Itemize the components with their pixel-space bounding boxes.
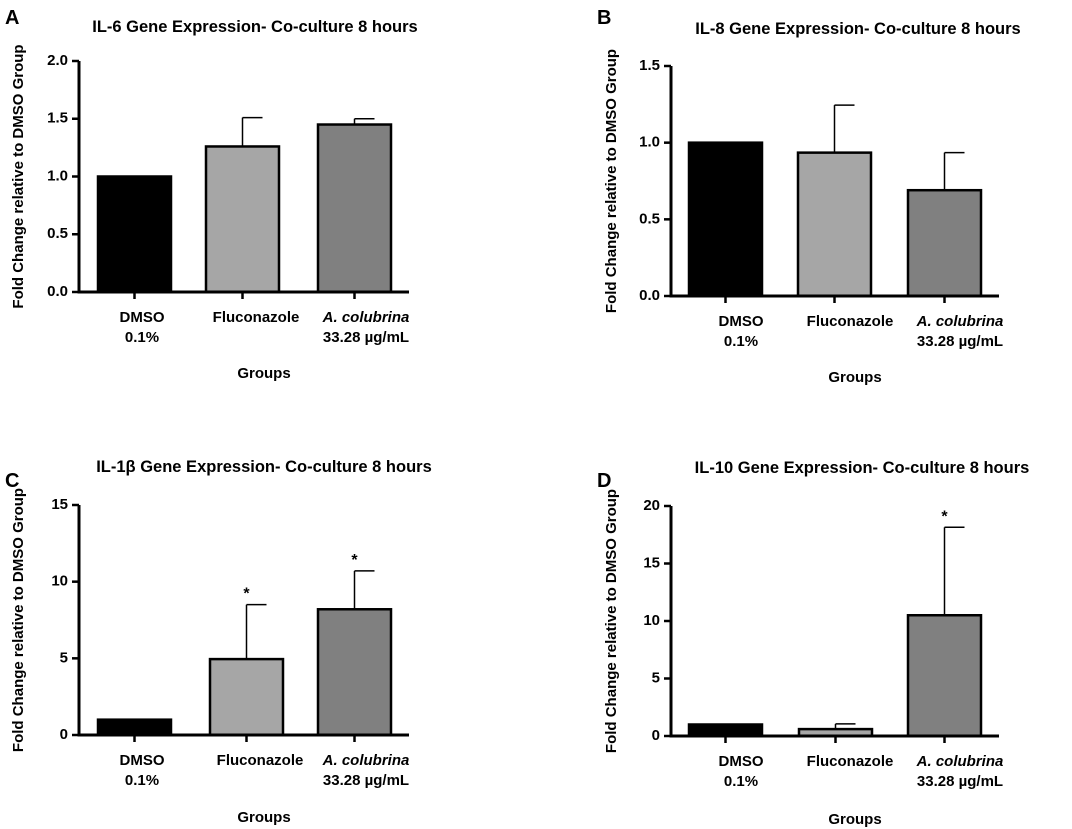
chart-title: IL-1β Gene Expression- Co-culture 8 hour… [96, 458, 432, 476]
bar-3 [316, 608, 393, 737]
y-axis-label: Fold Change relative to DMSO Group [603, 489, 620, 753]
panel-b: B IL-8 Gene Expression- Co-culture 8 hour… [597, 7, 1021, 386]
bar-1 [96, 175, 173, 294]
panel-label: C [5, 470, 19, 492]
chart-title: IL-8 Gene Expression- Co-culture 8 hours [695, 20, 1020, 38]
y-tick-label: 0.5 [639, 210, 660, 227]
panel-label: D [597, 470, 611, 492]
panel-a: A IL-6 Gene Expression- Co-culture 8 hour… [5, 7, 418, 382]
y-axis-label: Fold Change relative to DMSO Group [603, 49, 620, 313]
y-tick-label: 10 [51, 573, 68, 590]
x-axis-label: Groups [237, 365, 290, 382]
bar-2 [796, 151, 873, 298]
x-tick-label-3: A. colubrina [322, 752, 410, 769]
bar-3 [906, 188, 983, 298]
chart-title: IL-6 Gene Expression- Co-culture 8 hours [92, 18, 417, 36]
significance-marker-3: * [941, 508, 948, 525]
x-tick-sublabel-1: 0.1% [125, 329, 159, 346]
bar-1 [687, 141, 764, 298]
y-axis-label: Fold Change relative to DMSO Group [10, 44, 27, 308]
bar-3 [906, 614, 983, 738]
y-tick-label: 0.0 [47, 283, 68, 300]
x-tick-label-2: Fluconazole [807, 313, 894, 330]
y-tick-label: 1.0 [639, 134, 660, 151]
x-axis-label: Groups [828, 369, 881, 386]
significance-marker-2: * [243, 586, 250, 603]
x-tick-sublabel-1: 0.1% [724, 333, 758, 350]
y-tick-label: 2.0 [47, 52, 68, 69]
x-tick-label-2: Fluconazole [217, 752, 304, 769]
panel-d: D IL-10 Gene Expression- Co-culture 8 hou… [597, 459, 1029, 828]
panel-c: C IL-1β Gene Expression- Co-culture 8 hou… [5, 458, 432, 826]
x-tick-sublabel-1: 0.1% [724, 773, 758, 790]
bar-2 [204, 145, 281, 294]
y-tick-label: 5 [652, 669, 660, 686]
y-tick-label: 0 [652, 727, 660, 744]
y-tick-label: 15 [643, 554, 660, 571]
y-tick-label: 1.5 [47, 110, 68, 127]
y-tick-label: 0 [60, 726, 68, 743]
y-tick-label: 15 [51, 496, 68, 513]
y-tick-label: 20 [643, 497, 660, 514]
significance-marker-3: * [351, 552, 358, 569]
chart-title: IL-10 Gene Expression- Co-culture 8 hour… [695, 459, 1030, 477]
x-tick-label-1: DMSO [120, 309, 165, 326]
x-tick-label-1: DMSO [719, 313, 764, 330]
bar-1 [96, 718, 173, 737]
x-tick-label-3: A. colubrina [916, 753, 1004, 770]
x-tick-label-2: Fluconazole [213, 309, 300, 326]
x-axis-label: Groups [828, 811, 881, 828]
x-tick-sublabel-3: 33.28 µg/mL [917, 333, 1003, 350]
y-axis-label: Fold Change relative to DMSO Group [10, 488, 27, 752]
y-tick-label: 10 [643, 612, 660, 629]
y-tick-label: 5 [60, 649, 68, 666]
x-tick-sublabel-3: 33.28 µg/mL [323, 772, 409, 789]
x-tick-sublabel-3: 33.28 µg/mL [323, 329, 409, 346]
x-tick-sublabel-3: 33.28 µg/mL [917, 773, 1003, 790]
bar-2 [208, 657, 285, 737]
x-tick-label-3: A. colubrina [322, 309, 410, 326]
x-axis-label: Groups [237, 809, 290, 826]
x-tick-label-1: DMSO [120, 752, 165, 769]
y-tick-label: 1.0 [47, 167, 68, 184]
y-tick-label: 0.0 [639, 287, 660, 304]
x-tick-label-3: A. colubrina [916, 313, 1004, 330]
bar-3 [316, 123, 393, 294]
panel-label: A [5, 7, 19, 29]
y-tick-label: 0.5 [47, 225, 68, 242]
y-tick-label: 1.5 [639, 57, 660, 74]
x-tick-sublabel-1: 0.1% [125, 772, 159, 789]
x-tick-label-2: Fluconazole [807, 753, 894, 770]
bar-1 [687, 723, 764, 738]
panel-label: B [597, 7, 611, 29]
x-tick-label-1: DMSO [719, 753, 764, 770]
